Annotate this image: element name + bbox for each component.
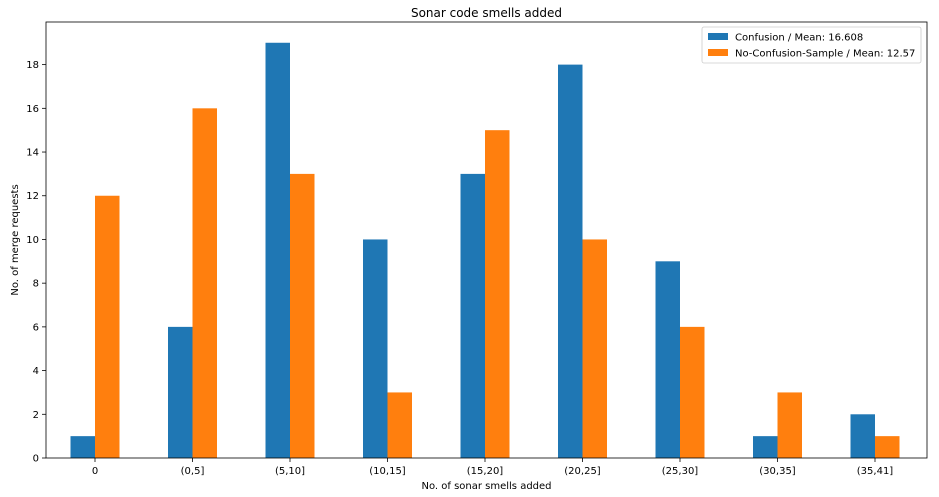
- y-tick-label: 0: [33, 454, 39, 465]
- x-axis-label: No. of sonar smells added: [421, 481, 551, 492]
- y-tick-label: 12: [26, 191, 39, 202]
- y-tick-label: 14: [26, 148, 39, 159]
- bar-series1-1: [168, 326, 193, 458]
- x-tick-label: (5,10]: [275, 466, 305, 477]
- y-tick-label: 6: [33, 322, 39, 333]
- bar-series2-4: [485, 130, 510, 458]
- bar-series2-2: [290, 173, 315, 459]
- bar-series2-3: [387, 392, 412, 458]
- x-tick-label: (20,25]: [564, 466, 601, 477]
- x-tick-label: (25,30]: [662, 466, 699, 477]
- y-tick-label: 16: [26, 104, 39, 115]
- x-tick-label: (35,41]: [857, 466, 894, 477]
- bar-series2-0: [95, 195, 120, 458]
- legend: Confusion / Mean: 16.608 No-Confusion-Sam…: [701, 26, 922, 64]
- bar-series1-0: [70, 436, 95, 458]
- y-tick-label: 10: [26, 235, 39, 246]
- y-axis: 0 2 4 6 8 10 12 14 16 18: [26, 60, 46, 465]
- bar-series2-7: [777, 392, 802, 458]
- bar-series2-5: [582, 239, 607, 458]
- legend-label-series2: No-Confusion-Sample / Mean: 12.57: [735, 49, 915, 60]
- legend-label-series1: Confusion / Mean: 16.608: [735, 33, 863, 44]
- y-axis-label: No. of merge requests: [10, 184, 21, 295]
- x-tick-label: (10,15]: [369, 466, 406, 477]
- y-tick-label: 4: [33, 366, 39, 377]
- bar-series1-5: [558, 64, 583, 458]
- x-tick-label: 0: [92, 466, 98, 477]
- chart-title: Sonar code smells added: [411, 6, 562, 20]
- legend-swatch-series2: [708, 49, 728, 56]
- x-tick-label: (0,5]: [181, 466, 205, 477]
- bar-series1-8: [850, 414, 875, 458]
- y-tick-label: 18: [26, 60, 39, 71]
- bars-group: [70, 42, 900, 459]
- y-tick-label: 2: [33, 410, 39, 421]
- x-axis: 0 (0,5] (5,10] (10,15] (15,20] (20,25] (25,30]…: [92, 458, 893, 477]
- plot-frame: [45, 21, 928, 459]
- legend-swatch-series1: [708, 33, 728, 40]
- bar-series1-7: [753, 436, 778, 458]
- y-tick-label: 8: [33, 279, 39, 290]
- bar-series2-6: [680, 326, 705, 458]
- bar-series1-2: [265, 42, 290, 459]
- bar-series2-8: [875, 436, 900, 458]
- bar-series1-4: [460, 173, 485, 459]
- x-tick-label: (30,35]: [759, 466, 796, 477]
- bar-series1-3: [363, 239, 388, 458]
- legend-box: [701, 26, 922, 64]
- bar-series2-1: [192, 108, 217, 459]
- x-tick-label: (15,20]: [467, 466, 504, 477]
- bar-series1-6: [655, 261, 680, 458]
